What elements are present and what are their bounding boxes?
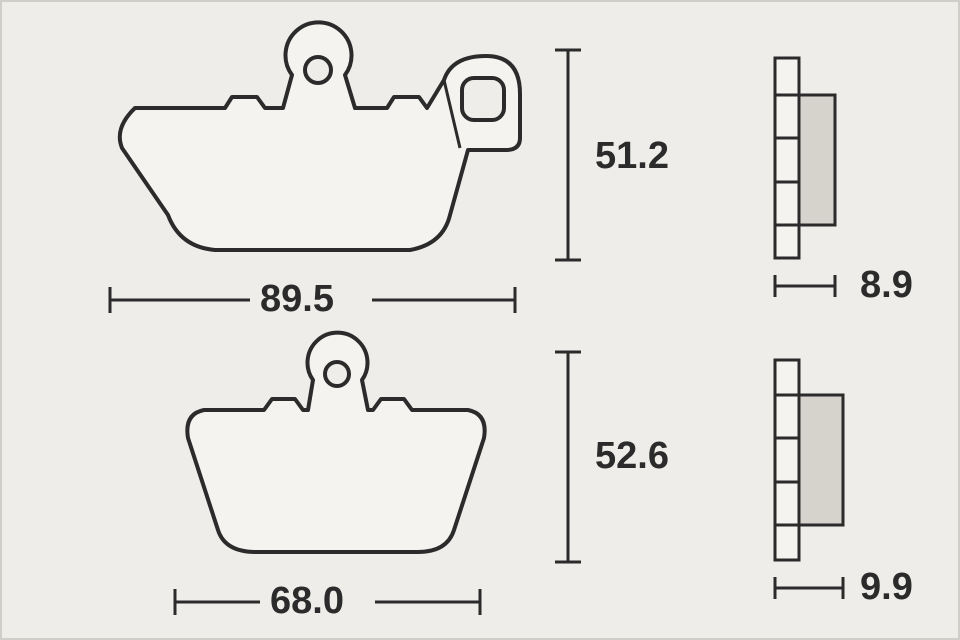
dim-bot-width-label: 68.0 [270, 580, 344, 623]
top-side-friction [799, 95, 835, 225]
diagram-stage: 89.5 51.2 8.9 68.0 52.6 9.9 [0, 0, 960, 640]
top-pad-side [775, 58, 835, 258]
dim-top-width-label: 89.5 [260, 278, 334, 321]
dim-bot-height-label: 52.6 [595, 435, 669, 478]
bottom-pad-face [187, 333, 484, 552]
diagram-svg [0, 0, 960, 640]
top-pad-ear-hole [305, 57, 331, 83]
dim-bot-thick-label: 9.9 [860, 566, 913, 609]
bottom-side-backplate [775, 360, 799, 560]
bottom-pad-side [775, 360, 843, 560]
bottom-pad-ear-hole [325, 362, 349, 386]
top-side-backplate [775, 58, 799, 258]
top-pad-face [120, 22, 520, 250]
bottom-side-friction [799, 395, 843, 525]
top-pad-tab-hole [462, 78, 504, 120]
dim-top-height-label: 51.2 [595, 135, 669, 178]
dim-top-thick-label: 8.9 [860, 264, 913, 307]
